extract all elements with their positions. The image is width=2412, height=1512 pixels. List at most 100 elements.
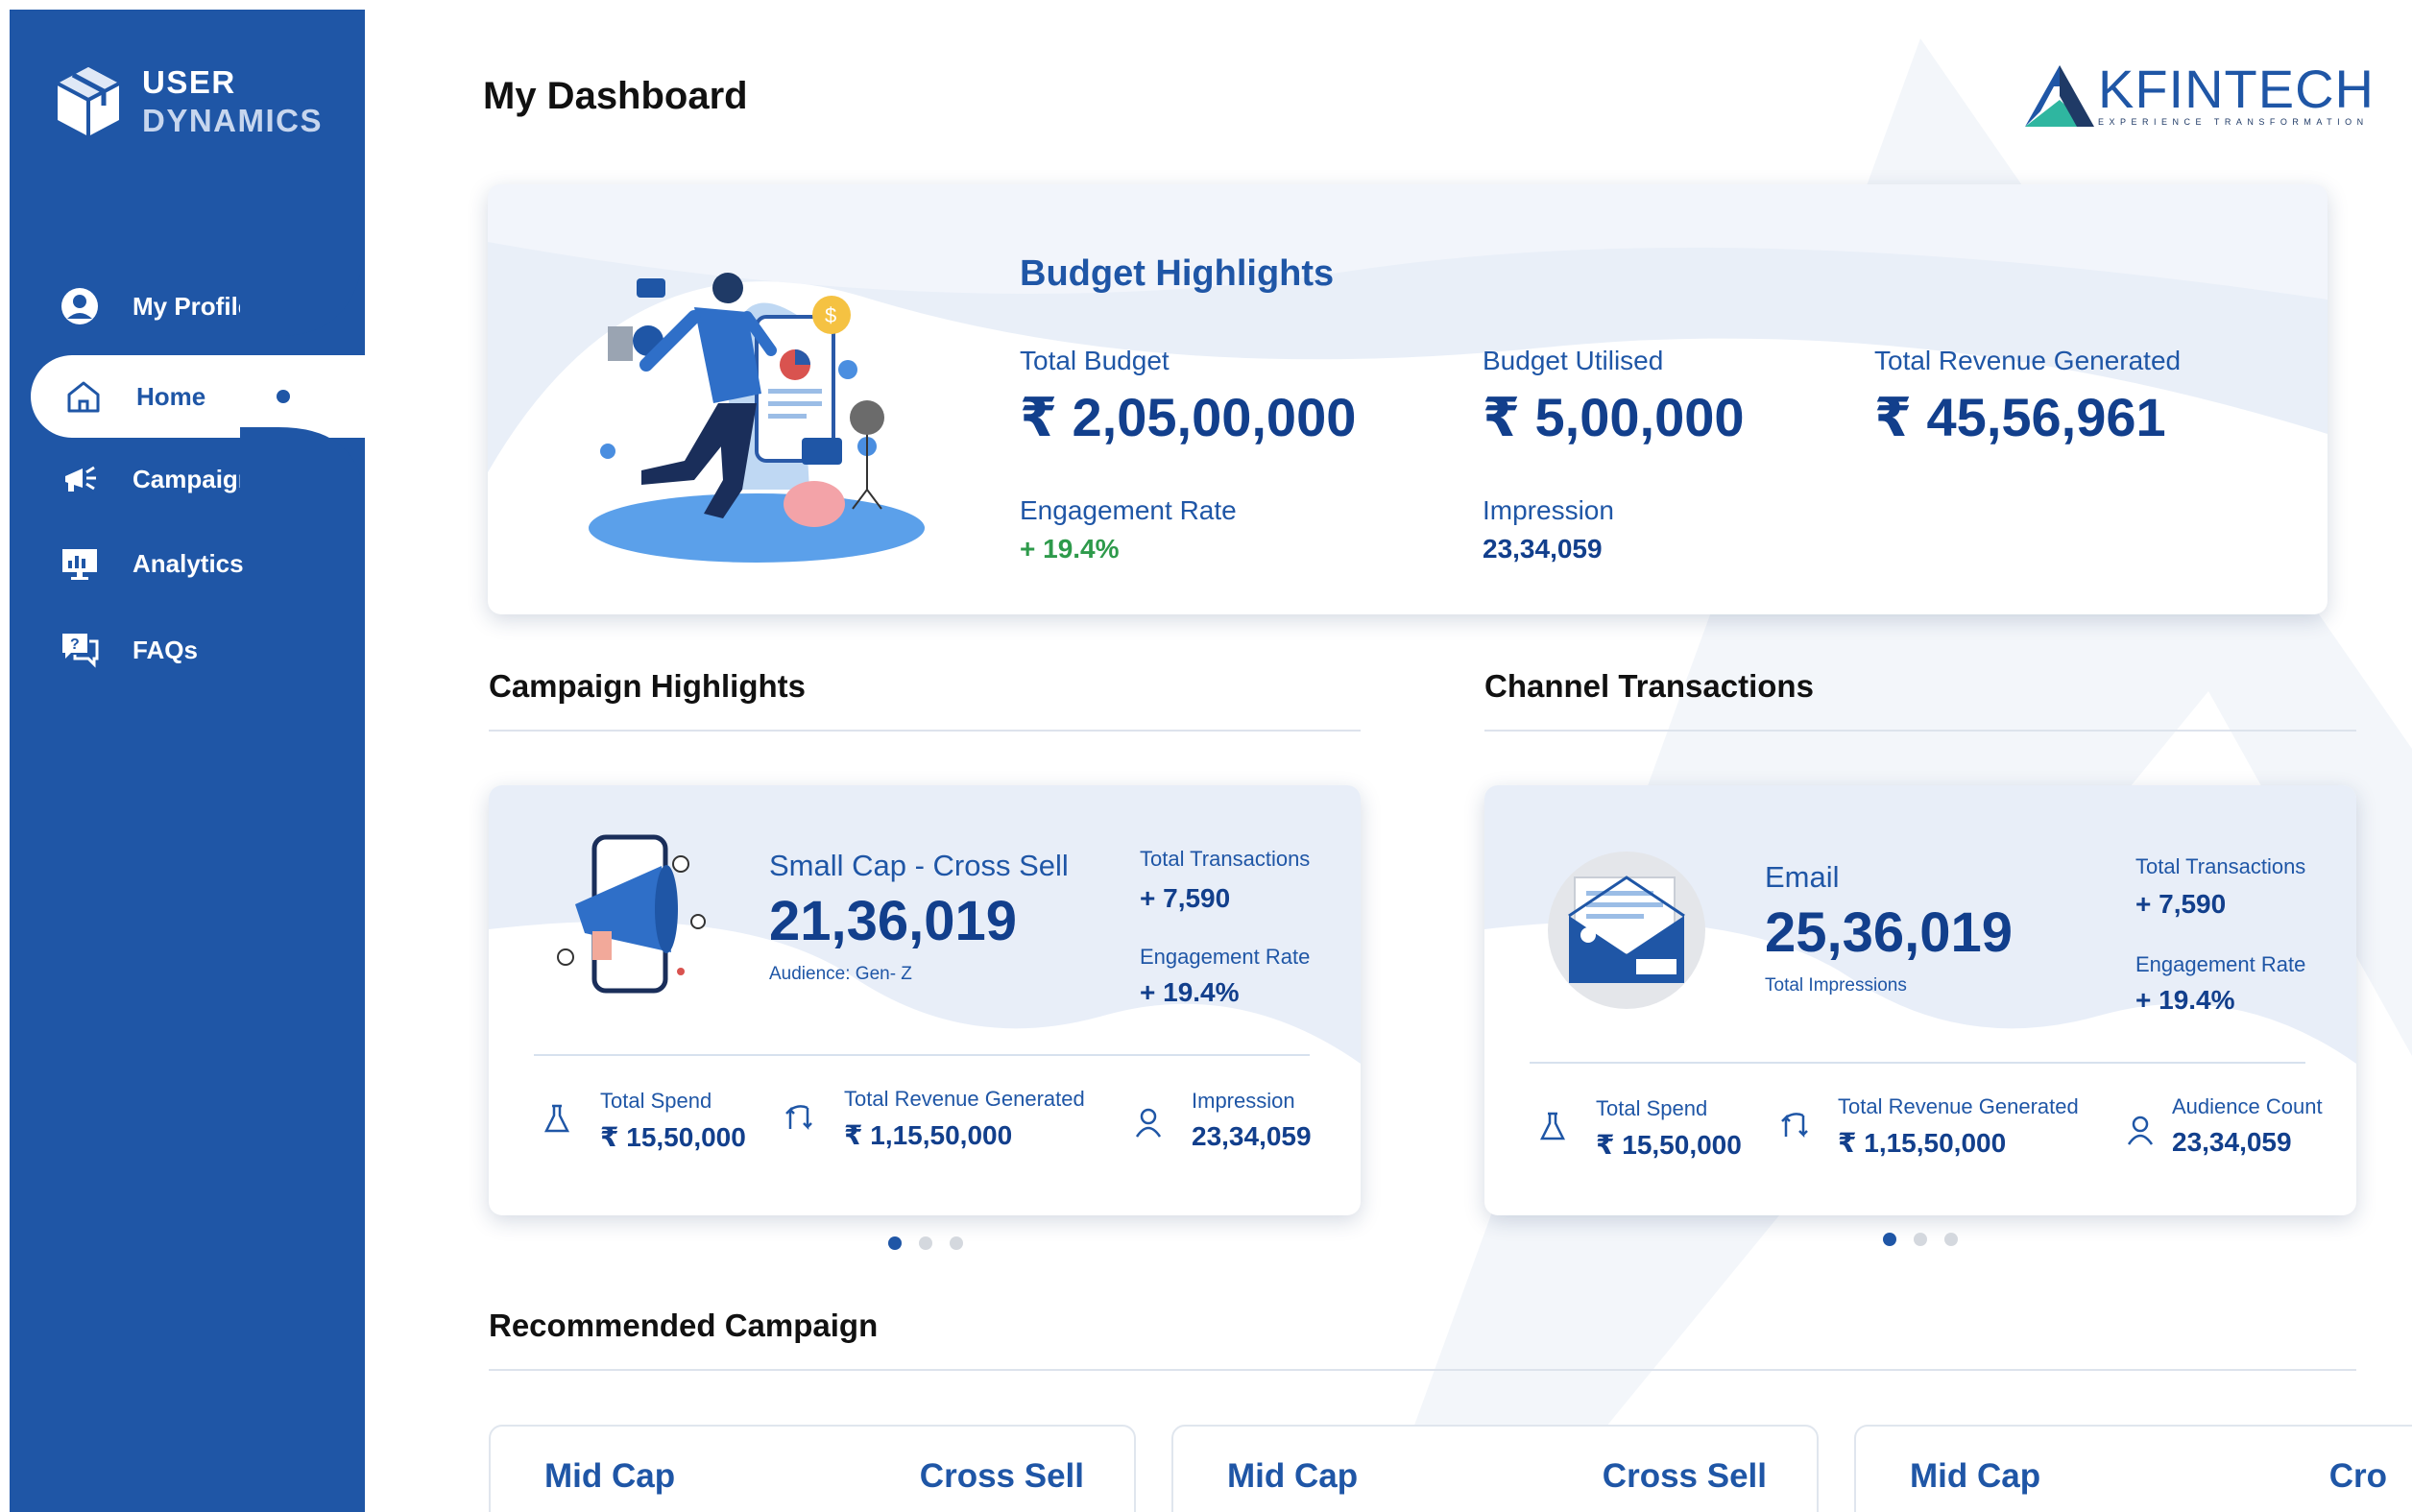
total-spend-label: Total Spend: [1596, 1096, 1708, 1120]
sidebar-item-label: FAQs: [133, 635, 198, 664]
megaphone-phone-illustration: [557, 834, 706, 994]
campaign-audience: Audience: Gen- Z: [769, 964, 912, 984]
engagement-rate-label: Engagement Rate: [2135, 952, 2306, 976]
channel-name: Email: [1765, 860, 1840, 894]
campaign-value: 21,36,019: [769, 890, 1018, 952]
impression-label: Impression: [1483, 495, 1614, 525]
user-circle-icon: [61, 288, 98, 324]
recommended-campaign-card[interactable]: Mid Cap Cross Sell: [1171, 1425, 1819, 1512]
brand-name: USER DYNAMICS: [142, 63, 323, 140]
total-revenue-value: ₹ 45,56,961: [1874, 387, 2166, 447]
user-icon: [2127, 1116, 2154, 1145]
card-divider: [1530, 1062, 2305, 1064]
flask-icon: [543, 1104, 570, 1133]
engagement-rate-value: + 19.4%: [1140, 977, 1240, 1007]
campaign-cap-type: Mid Cap: [544, 1457, 676, 1495]
campaign-carousel-dots: [888, 1236, 963, 1250]
total-spend-label: Total Spend: [600, 1089, 712, 1113]
budget-highlights-title: Budget Highlights: [1020, 253, 1335, 294]
total-transactions-label: Total Transactions: [1140, 847, 1311, 871]
engagement-rate-label: Engagement Rate: [1020, 495, 1237, 525]
audience-count-value: 23,34,059: [2172, 1127, 2292, 1157]
engagement-rate-value: + 19.4%: [2135, 985, 2235, 1015]
total-transactions-value: + 7,590: [1140, 883, 1231, 913]
sidebar-item-faqs[interactable]: ? FAQs: [10, 609, 365, 691]
channel-subtitle: Total Impressions: [1765, 975, 1907, 996]
total-spend-value: ₹ 15,50,000: [600, 1122, 746, 1152]
budget-illustration: $: [589, 273, 925, 563]
budget-highlights-card: $ Budget Highlights Total Budget ₹ 2,05,…: [488, 184, 2328, 614]
svg-text:?: ?: [70, 636, 80, 653]
card-wave-background: [489, 785, 1361, 1064]
channel-transaction-card[interactable]: Email 25,36,019 Total Impressions Total …: [1484, 785, 2356, 1215]
carousel-dot-1[interactable]: [888, 1236, 902, 1250]
carousel-dot-3[interactable]: [950, 1236, 963, 1250]
sidebar-item-analytics[interactable]: Analytics: [10, 522, 365, 605]
carousel-dot-3[interactable]: [1944, 1233, 1958, 1246]
total-revenue-label: Total Revenue Generated: [844, 1087, 1085, 1111]
carousel-dot-2[interactable]: [919, 1236, 932, 1250]
recommended-campaign-card[interactable]: Mid Cap Cross Sell: [489, 1425, 1136, 1512]
recommended-campaign-card[interactable]: Mid Cap Cro: [1854, 1425, 2412, 1512]
megaphone-icon: [65, 466, 96, 492]
active-indicator-dot: [277, 390, 291, 403]
company-logo: KFINTECH EXPERIENCE TRANSFORMATION: [2021, 61, 2375, 131]
exchange-arrows-icon: [1781, 1113, 1808, 1139]
budget-utilised-label: Budget Utilised: [1483, 346, 1664, 375]
total-revenue-label: Total Revenue Generated: [1838, 1094, 2079, 1118]
user-icon: [1135, 1108, 1162, 1138]
brand-line-1: USER: [142, 64, 236, 100]
carousel-dot-2[interactable]: [1914, 1233, 1927, 1246]
section-divider: [1484, 730, 2356, 732]
budget-utilised-value: ₹ 5,00,000: [1483, 387, 1745, 447]
sidebar-item-label: Home: [136, 381, 206, 411]
kfintech-mark-icon: [2025, 65, 2094, 127]
card-wave-background: [488, 184, 2328, 472]
logo-wordmark: KFINTECH: [2098, 59, 2375, 119]
card-divider: [534, 1054, 1310, 1056]
section-divider: [489, 730, 1361, 732]
impression-value: 23,34,059: [1192, 1121, 1312, 1151]
campaign-highlight-card[interactable]: Small Cap - Cross Sell 21,36,019 Audienc…: [489, 785, 1361, 1215]
campaign-name: Small Cap - Cross Sell: [769, 849, 1069, 882]
campaign-cap-type: Mid Cap: [1910, 1457, 2041, 1495]
engagement-rate-label: Engagement Rate: [1140, 945, 1311, 969]
recommended-campaign-heading: Recommended Campaign: [489, 1308, 879, 1343]
total-revenue-value: ₹ 1,15,50,000: [1838, 1128, 2007, 1158]
analytics-monitor-icon: [62, 549, 97, 580]
channel-carousel-dots: [1883, 1233, 1958, 1246]
sidebar-item-label: My Profile: [133, 291, 253, 321]
flask-icon: [1539, 1112, 1566, 1140]
total-transactions-label: Total Transactions: [2135, 854, 2306, 878]
faq-chat-icon: ?: [62, 634, 99, 668]
impression-label: Impression: [1192, 1089, 1295, 1113]
sidebar-active-curve: [240, 192, 365, 509]
exchange-arrows-icon: [785, 1105, 812, 1131]
email-envelope-illustration: [1548, 852, 1705, 1009]
brand: USER DYNAMICS: [56, 63, 323, 140]
total-budget-value: ₹ 2,05,00,000: [1020, 387, 1357, 447]
campaign-sell-type: Cross Sell: [919, 1457, 1084, 1495]
channel-transactions-heading: Channel Transactions: [1484, 668, 1814, 704]
sidebar-item-label: Analytics: [133, 548, 244, 578]
sidebar-item-campaign[interactable]: Campaign ⌄: [10, 438, 365, 520]
sidebar-item-my-profile[interactable]: My Profile: [10, 265, 365, 348]
engagement-rate-value: + 19.4%: [1020, 534, 1120, 564]
sidebar-item-label: Campaign: [133, 464, 253, 493]
total-budget-label: Total Budget: [1020, 346, 1170, 375]
carousel-dot-1[interactable]: [1883, 1233, 1896, 1246]
total-spend-value: ₹ 15,50,000: [1596, 1130, 1742, 1160]
page-title: My Dashboard: [483, 75, 748, 117]
total-revenue-label: Total Revenue Generated: [1874, 346, 2182, 375]
sidebar-item-home[interactable]: Home: [31, 355, 376, 438]
campaign-highlights-heading: Campaign Highlights: [489, 668, 806, 704]
brand-line-2: DYNAMICS: [142, 103, 324, 138]
channel-value: 25,36,019: [1765, 901, 2014, 964]
logo-tagline: EXPERIENCE TRANSFORMATION: [2098, 117, 2369, 127]
home-icon: [67, 381, 100, 413]
campaign-sell-type: Cross Sell: [1602, 1457, 1767, 1495]
campaign-cap-type: Mid Cap: [1227, 1457, 1359, 1495]
cube-logo-icon: [57, 67, 120, 136]
total-transactions-value: + 7,590: [2135, 889, 2227, 919]
